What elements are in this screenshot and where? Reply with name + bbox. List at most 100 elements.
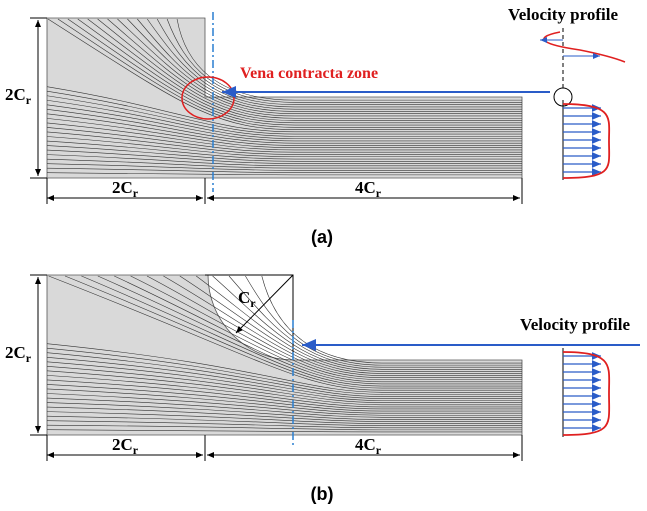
streamline xyxy=(179,275,522,374)
label-main: C xyxy=(238,288,250,307)
annotation: Vena contracta zone xyxy=(240,65,378,82)
streamline xyxy=(46,393,522,416)
label-sub: r xyxy=(250,296,256,310)
streamline xyxy=(77,18,522,124)
streamline xyxy=(245,275,522,366)
profile-label: Velocity profile xyxy=(520,315,630,334)
downstream-label: 4Cr xyxy=(355,178,382,200)
zone-circle xyxy=(181,76,235,120)
streamline xyxy=(46,154,522,167)
streamline xyxy=(57,18,522,128)
streamline xyxy=(46,86,522,133)
label-sub: r xyxy=(133,186,139,200)
streamline xyxy=(196,275,522,372)
streamline xyxy=(46,406,522,422)
profile-curve xyxy=(562,351,611,436)
streamline xyxy=(163,275,522,376)
profile-curve xyxy=(543,31,626,63)
streamline xyxy=(46,163,522,171)
streamline xyxy=(46,411,522,424)
streamline xyxy=(97,275,522,385)
streamline xyxy=(47,18,522,130)
streamline xyxy=(212,275,522,370)
streamline xyxy=(46,361,522,401)
height-label: 2Cr xyxy=(5,343,32,365)
label-sub: r xyxy=(26,351,32,365)
caption: (b) xyxy=(311,484,334,504)
profile-label: Velocity profile xyxy=(508,5,618,24)
label-main: 2C xyxy=(5,85,26,104)
velocity-profile-b xyxy=(562,348,611,437)
streamline xyxy=(130,275,522,381)
streamline xyxy=(166,18,522,103)
streamline xyxy=(46,95,522,137)
streamline xyxy=(67,18,522,126)
label-main: 2C xyxy=(5,343,26,362)
streamline xyxy=(46,136,522,158)
label-main: 2C xyxy=(112,435,133,454)
caption: (a) xyxy=(311,227,333,247)
streamline xyxy=(261,275,522,364)
streamline xyxy=(46,145,522,162)
streamline xyxy=(46,172,522,176)
streamline xyxy=(114,275,522,383)
streamline xyxy=(48,275,522,391)
streamline xyxy=(146,275,522,378)
streamline xyxy=(147,18,522,108)
radius-arrow xyxy=(235,274,294,334)
streamline xyxy=(46,149,522,164)
streamline xyxy=(46,375,522,408)
streamline xyxy=(46,352,522,397)
streamline xyxy=(46,158,522,169)
streamline xyxy=(46,347,522,395)
streamline xyxy=(176,18,522,101)
profile-curve xyxy=(562,103,611,179)
streamline xyxy=(46,370,522,406)
streamline xyxy=(46,397,522,418)
velocity-profile-a xyxy=(540,28,626,180)
radius-label: Cr xyxy=(238,288,256,310)
streamline xyxy=(46,113,522,146)
height-label: 2Cr xyxy=(5,85,32,107)
streamline xyxy=(46,122,522,151)
streamline xyxy=(127,18,522,112)
streamline xyxy=(46,420,522,429)
upstream-label: 2Cr xyxy=(112,178,139,200)
streamline xyxy=(87,18,522,121)
streamline xyxy=(97,18,522,119)
streamline xyxy=(64,275,522,389)
streamline xyxy=(156,18,522,105)
streamline xyxy=(46,118,522,148)
streamline xyxy=(46,90,522,135)
streamline xyxy=(228,275,522,368)
streamlines-a xyxy=(46,18,522,176)
label-main: 2C xyxy=(112,178,133,197)
label-sub: r xyxy=(376,443,382,457)
label-sub: r xyxy=(376,186,382,200)
streamline xyxy=(46,424,522,431)
streamline xyxy=(46,415,522,426)
streamline xyxy=(46,104,522,142)
label-main: 4C xyxy=(355,178,376,197)
streamline xyxy=(46,384,522,412)
streamline xyxy=(46,167,522,173)
streamline xyxy=(46,140,522,160)
streamline xyxy=(107,18,522,117)
streamline xyxy=(117,18,522,115)
downstream-label: 4Cr xyxy=(355,435,382,457)
streamline xyxy=(46,366,522,404)
streamline xyxy=(46,343,522,393)
upstream-label: 2Cr xyxy=(112,435,139,457)
streamline xyxy=(46,109,522,144)
label-sub: r xyxy=(133,443,139,457)
streamline xyxy=(46,429,522,433)
streamline xyxy=(46,127,522,153)
streamline xyxy=(46,99,522,139)
streamline xyxy=(46,356,522,399)
label-sub: r xyxy=(26,93,32,107)
streamline xyxy=(81,275,522,387)
label-main: 4C xyxy=(355,435,376,454)
streamline xyxy=(46,379,522,410)
streamline xyxy=(46,131,522,155)
